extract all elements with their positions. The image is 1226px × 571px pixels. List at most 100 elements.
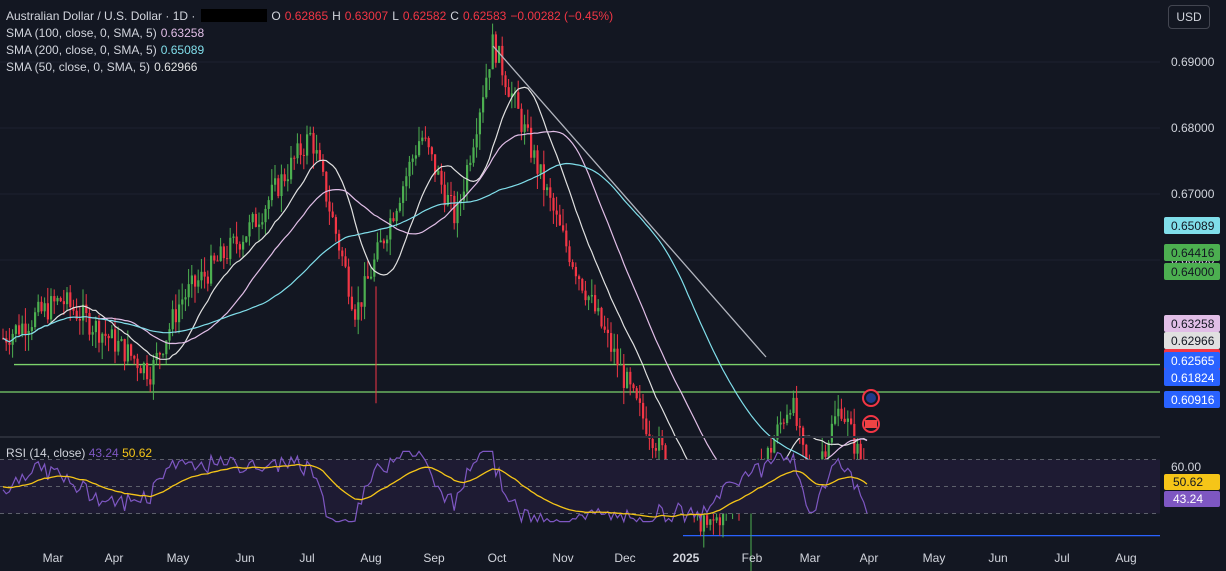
candle-body (859, 443, 862, 463)
candle-body (619, 364, 622, 366)
x-tick-label: Jul (299, 551, 314, 565)
x-tick-label: Dec (614, 551, 635, 565)
candle-body (786, 414, 789, 424)
candle-body (222, 246, 225, 259)
candle-body (840, 408, 843, 419)
candle-body (821, 451, 824, 464)
candle-body (350, 296, 353, 310)
price-label-value: 0.61824 (1171, 371, 1215, 385)
y-tick-label: 0.69000 (1171, 55, 1215, 69)
candle-body (117, 340, 120, 352)
candle-body (158, 352, 161, 355)
candle-body (792, 397, 795, 414)
candle-body (402, 186, 405, 203)
candle-body (286, 179, 289, 182)
candle-body (299, 143, 302, 155)
rsi-label-box (1164, 491, 1220, 507)
currency-label: USD (1176, 10, 1202, 24)
candle-body (21, 323, 24, 335)
price-label-box (1164, 263, 1220, 280)
currency-button[interactable]: USD (1168, 5, 1210, 29)
trend-line[interactable] (492, 45, 767, 358)
candle-body (485, 77, 488, 98)
candle-body (232, 236, 235, 238)
candle-body (382, 240, 385, 244)
candle-body (146, 362, 149, 380)
rsi-legend[interactable]: RSI (14, close) 43.24 50.62 (6, 446, 152, 460)
candle-body (414, 155, 417, 159)
x-tick-label: Mar (800, 551, 821, 565)
price-label-value: 0.63258 (1171, 317, 1215, 331)
candle-body (661, 435, 664, 446)
price-label-value: 0.65089 (1171, 219, 1215, 233)
candle-body (91, 332, 94, 335)
candle-body (123, 339, 126, 362)
x-axis-ticks: Mar Apr May Jun Jul Aug Sep Oct Nov Dec 2025 Feb Mar… (43, 551, 1137, 565)
sma50-label: SMA (50, close, 0, SMA, 5) (6, 60, 151, 74)
candle-body (261, 222, 264, 225)
candle-body (642, 402, 645, 419)
candle-body (782, 422, 785, 424)
candle-body (578, 276, 581, 280)
candle-body (434, 154, 437, 175)
candle-body (722, 506, 725, 526)
price-label-value: 0.64416 (1171, 246, 1215, 260)
candle-body (392, 218, 395, 222)
candle-body (210, 255, 213, 284)
candle-body (834, 416, 837, 424)
candle-body (850, 418, 853, 424)
sma100-legend[interactable]: SMA (100, close, 0, SMA, 5) 0.63258 (6, 25, 617, 42)
candle-body (43, 303, 46, 312)
price-label-box (1164, 369, 1220, 386)
candle-body (267, 200, 270, 209)
candle-body (130, 344, 133, 356)
candle-body (597, 307, 600, 312)
candle-body (856, 443, 859, 454)
x-tick-label: Aug (360, 551, 381, 565)
candle-body (568, 246, 571, 263)
candle-body (245, 236, 248, 242)
candle-body (430, 147, 433, 155)
candle-body (443, 184, 446, 206)
candle-body (651, 438, 654, 449)
candle-body (517, 92, 520, 109)
candle-body (213, 255, 216, 261)
au-flag-icon-inner (866, 393, 876, 403)
candle-body (248, 222, 251, 237)
candle-body (280, 174, 283, 197)
candle-body (88, 313, 91, 335)
candle-body (558, 214, 561, 226)
high-value: 0.63007 (344, 9, 389, 23)
candle-body (501, 45, 504, 76)
candle-body (149, 379, 152, 385)
candle-body (638, 398, 641, 403)
candle-body (293, 157, 296, 159)
candle-body (120, 339, 123, 341)
candle-body (526, 124, 529, 128)
sma200-legend[interactable]: SMA (200, close, 0, SMA, 5) 0.65089 (6, 42, 617, 59)
candle-body (309, 132, 312, 135)
candle-body (370, 276, 373, 279)
event-markers[interactable] (862, 389, 880, 433)
candle-body (187, 284, 190, 298)
candle-body (542, 164, 545, 191)
candle-body (853, 423, 856, 454)
candle-body (798, 425, 801, 428)
candle-body (72, 306, 75, 311)
grid (0, 61, 1160, 261)
x-tick-label: Jun (235, 551, 254, 565)
candle-body (53, 296, 56, 302)
candle-body (114, 329, 117, 352)
candle-body (347, 266, 350, 297)
candle-body (75, 310, 78, 319)
sma50-legend[interactable]: SMA (50, close, 0, SMA, 5) 0.62966 (6, 59, 617, 76)
candle-body (174, 309, 177, 323)
x-tick-label: Nov (552, 551, 573, 565)
rsi-line (2, 450, 868, 524)
candle-body (274, 178, 277, 185)
candle-body (206, 276, 209, 284)
candle-body (34, 312, 37, 328)
candle-body (437, 170, 440, 175)
candle-body (168, 329, 171, 341)
